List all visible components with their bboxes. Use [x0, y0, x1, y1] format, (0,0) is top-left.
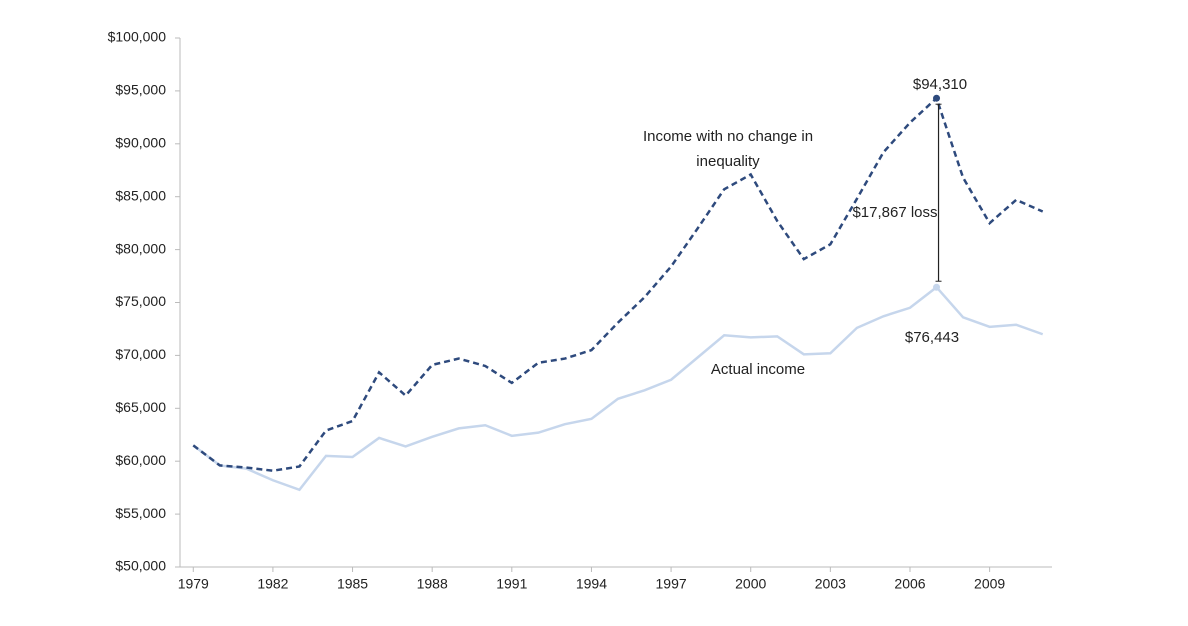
- x-tick-label: 2006: [894, 576, 925, 592]
- data-label: $76,443: [904, 329, 960, 346]
- y-tick-label: $95,000: [115, 82, 166, 98]
- x-tick-label: 1997: [656, 576, 687, 592]
- data-label: $94,310: [912, 76, 968, 93]
- y-tick-label: $90,000: [115, 135, 166, 151]
- x-tick-label: 2003: [815, 576, 846, 592]
- x-tick-label: 1979: [178, 576, 209, 592]
- y-tick-label: $50,000: [115, 558, 166, 574]
- y-tick-label: $65,000: [115, 399, 166, 415]
- series-line: [192, 285, 1044, 492]
- annotation: $17,867 loss: [852, 204, 938, 221]
- point-marker: [933, 94, 941, 102]
- y-tick-label: $85,000: [115, 187, 166, 203]
- y-tick-label: $80,000: [115, 240, 166, 256]
- series-label: Income with no change in inequality: [642, 128, 814, 170]
- x-tick-label: 1991: [496, 576, 527, 592]
- y-tick-label: $70,000: [115, 346, 166, 362]
- y-tick-label: $100,000: [108, 29, 167, 45]
- y-tick-label: $60,000: [115, 452, 166, 468]
- series-label: Actual income: [710, 361, 806, 378]
- x-tick-label: 1985: [337, 576, 368, 592]
- y-tick-label: $75,000: [115, 293, 166, 309]
- x-tick-label: 1988: [417, 576, 448, 592]
- x-tick-label: 1994: [576, 576, 607, 592]
- series-line: [192, 95, 1044, 472]
- x-tick-label: 2009: [974, 576, 1005, 592]
- x-tick-label: 2000: [735, 576, 766, 592]
- point-marker: [933, 283, 941, 291]
- y-tick-label: $55,000: [115, 505, 166, 521]
- x-tick-label: 1982: [257, 576, 288, 592]
